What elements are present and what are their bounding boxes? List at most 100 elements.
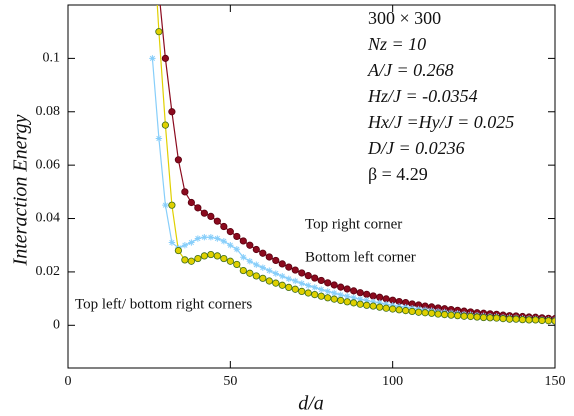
circle-marker xyxy=(317,292,325,300)
asterisk-marker xyxy=(382,301,390,308)
circle-marker xyxy=(408,307,416,316)
circle-marker xyxy=(441,311,449,319)
parameter: 300 × 300 xyxy=(368,8,441,28)
x-tick-label: 100 xyxy=(382,374,403,389)
circle-marker xyxy=(168,108,176,116)
circle-marker xyxy=(272,256,280,265)
asterisk-marker xyxy=(337,291,344,299)
circle-marker xyxy=(453,312,462,320)
asterisk-marker xyxy=(149,55,156,62)
asterisk-marker xyxy=(233,246,241,253)
circle-marker xyxy=(298,287,306,295)
asterisk-marker xyxy=(389,302,396,309)
circle-marker xyxy=(252,272,260,280)
circle-marker xyxy=(363,290,371,298)
circle-marker xyxy=(233,260,241,269)
series-line xyxy=(156,5,555,322)
parameter: Nz = 10 xyxy=(367,34,426,54)
asterisk-marker xyxy=(194,235,202,242)
circle-marker xyxy=(278,260,286,268)
y-tick-label: 0.02 xyxy=(36,264,61,279)
circle-marker xyxy=(337,296,345,305)
asterisk-marker xyxy=(181,242,189,249)
circle-marker xyxy=(356,289,364,297)
circle-marker xyxy=(161,54,169,62)
circle-marker xyxy=(304,289,312,297)
circle-marker xyxy=(200,209,208,217)
circle-marker xyxy=(298,269,306,277)
parameter: Hx/J =Hy/J = 0.025 xyxy=(367,112,514,132)
x-tick-label: 50 xyxy=(223,374,237,389)
asterisk-marker xyxy=(305,282,312,289)
circle-marker xyxy=(447,311,455,319)
circle-marker xyxy=(324,279,332,287)
asterisk-marker xyxy=(155,135,163,142)
circle-marker xyxy=(486,314,494,322)
circle-marker xyxy=(479,313,488,322)
circle-marker xyxy=(291,266,299,274)
parameter: D/J = 0.0236 xyxy=(367,138,465,158)
circle-marker xyxy=(265,253,273,261)
annotation: Top right corner xyxy=(305,216,402,232)
circle-marker xyxy=(311,290,319,299)
asterisk-marker xyxy=(324,288,331,295)
circle-marker xyxy=(505,315,514,323)
circle-marker xyxy=(174,246,182,255)
circle-marker xyxy=(239,237,247,245)
asterisk-marker xyxy=(253,261,260,268)
annotation: Top left/ bottom right corners xyxy=(75,296,252,312)
x-tick-label: 0 xyxy=(65,374,72,389)
circle-marker xyxy=(174,156,182,164)
circle-marker xyxy=(304,272,312,280)
circle-marker xyxy=(512,315,520,323)
parameter: β = 4.29 xyxy=(368,164,428,184)
circle-marker xyxy=(259,249,267,257)
circle-marker xyxy=(207,250,215,259)
asterisk-marker xyxy=(207,234,215,241)
y-axis-label: Interaction Energy xyxy=(10,114,32,266)
circle-marker xyxy=(473,313,481,321)
circle-marker xyxy=(499,315,507,323)
y-tick-label: 0 xyxy=(53,318,60,333)
circle-marker xyxy=(187,198,195,207)
circle-marker xyxy=(311,274,319,282)
asterisk-marker xyxy=(214,235,221,242)
circle-marker xyxy=(337,283,345,291)
circle-marker xyxy=(207,212,215,220)
circle-marker xyxy=(363,301,371,309)
circle-marker xyxy=(466,312,475,321)
circle-marker xyxy=(220,254,228,263)
asterisk-marker xyxy=(318,286,325,293)
circle-marker xyxy=(194,254,202,263)
asterisk-marker xyxy=(272,270,279,277)
plot-area xyxy=(149,5,555,325)
y-tick-label: 0.08 xyxy=(36,104,61,119)
circle-marker xyxy=(350,299,358,307)
circle-marker xyxy=(317,276,325,285)
circle-marker xyxy=(518,316,527,324)
circle-marker xyxy=(233,232,241,241)
circle-marker xyxy=(200,252,208,260)
asterisk-marker xyxy=(220,238,228,245)
asterisk-marker xyxy=(246,258,254,265)
circle-marker xyxy=(356,300,364,308)
circle-marker xyxy=(259,274,267,282)
asterisk-marker xyxy=(285,275,292,283)
asterisk-marker xyxy=(311,284,318,291)
circle-marker xyxy=(382,304,390,312)
circle-marker xyxy=(246,241,254,249)
asterisk-marker xyxy=(240,254,247,261)
circle-marker xyxy=(551,317,555,325)
asterisk-marker xyxy=(266,267,273,274)
circle-marker xyxy=(460,312,468,320)
asterisk-marker xyxy=(350,294,357,302)
circle-marker xyxy=(428,309,436,317)
circle-marker xyxy=(239,266,247,275)
annotation: Bottom left corner xyxy=(305,249,416,265)
circle-marker xyxy=(350,287,358,295)
circle-marker xyxy=(434,310,442,318)
y-tick-label: 0.04 xyxy=(36,211,61,226)
circle-marker xyxy=(181,188,189,196)
circle-marker xyxy=(544,317,553,325)
